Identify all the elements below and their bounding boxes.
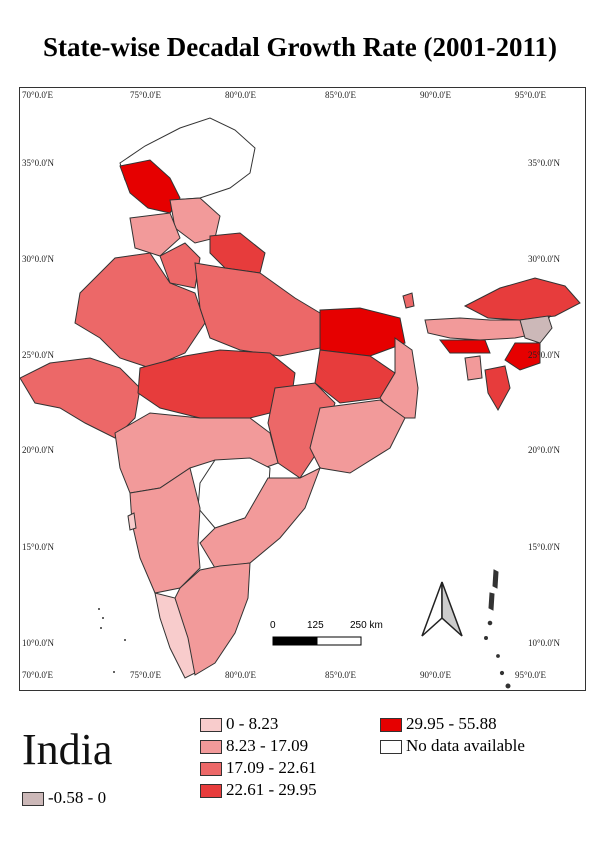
map-frame: 0 125 250 km 70°0.0'E 75°0.0'E 80°0.0'E … (19, 87, 586, 691)
legend-swatch (22, 792, 44, 807)
legend-label: No data available (406, 736, 525, 755)
region-bihar (319, 307, 406, 357)
lat-label-right-20: 20°0.0'N (528, 445, 560, 455)
legend-swatch (200, 784, 222, 799)
legend-item-29-55: 29.95 - 55.88 (380, 714, 497, 734)
lon-label-top-80: 80°0.0'E (225, 90, 256, 100)
legend-swatch (380, 740, 402, 755)
lakshadweep-islands (98, 608, 126, 673)
region-tamil-nadu (174, 562, 251, 676)
lon-label-bottom-70: 70°0.0'E (22, 670, 53, 680)
legend-swatch (200, 740, 222, 755)
region-nagaland (519, 315, 553, 344)
lat-label-left-25: 25°0.0'N (22, 350, 54, 360)
legend-label: 22.61 - 29.95 (226, 780, 317, 799)
map-title: State-wise Decadal Growth Rate (2001-201… (43, 32, 557, 62)
country-label: India (22, 725, 113, 774)
lat-label-right-25: 25°0.0'N (528, 350, 560, 360)
legend-item-22-29: 22.61 - 29.95 (200, 780, 317, 800)
region-karnataka (129, 467, 201, 594)
legend-swatch (200, 718, 222, 733)
region-chhattisgarh (267, 382, 336, 479)
legend-item-negative: -0.58 - 0 (22, 788, 106, 808)
lon-label-top-70: 70°0.0'E (22, 90, 53, 100)
lon-label-top-90: 90°0.0'E (420, 90, 451, 100)
region-rajasthan (74, 252, 206, 369)
lat-label-left-20: 20°0.0'N (22, 445, 54, 455)
legend-item-17-22: 17.09 - 22.61 (200, 758, 317, 778)
legend-item-0-8: 0 - 8.23 (200, 714, 278, 734)
lon-label-top-85: 85°0.0'E (325, 90, 356, 100)
legend-label: 0 - 8.23 (226, 714, 279, 733)
legend-swatch (380, 718, 402, 733)
region-gujarat (19, 357, 141, 439)
lat-label-right-15: 15°0.0'N (528, 542, 560, 552)
lon-label-bottom-80: 80°0.0'E (225, 670, 256, 680)
region-meghalaya (438, 339, 491, 354)
legend-label: 8.23 - 17.09 (226, 736, 309, 755)
lat-label-left-15: 15°0.0'N (22, 542, 54, 552)
india-map: 0 125 250 km (19, 117, 581, 689)
lat-label-right-10: 10°0.0'N (528, 638, 560, 648)
region-punjab (129, 212, 181, 257)
region-uttar-pradesh (194, 262, 321, 357)
lon-label-bottom-75: 75°0.0'E (130, 670, 161, 680)
region-sikkim (402, 292, 415, 309)
lat-label-right-35: 35°0.0'N (528, 158, 560, 168)
region-manipur (504, 342, 541, 371)
region-odisha (309, 399, 406, 474)
legend-item-8-17: 8.23 - 17.09 (200, 736, 308, 756)
legend-item-no-data: No data available (380, 736, 525, 756)
lat-label-left-10: 10°0.0'N (22, 638, 54, 648)
legend-swatch (200, 762, 222, 777)
lon-label-top-75: 75°0.0'E (130, 90, 161, 100)
scale-bar (272, 636, 362, 646)
region-goa (127, 512, 137, 531)
lon-label-bottom-85: 85°0.0'E (325, 670, 356, 680)
andaman-islands (484, 569, 511, 689)
scale-label-250: 250 km (350, 620, 383, 631)
region-arunachal (463, 277, 581, 321)
scale-label-0: 0 (270, 620, 276, 631)
region-tripura (464, 355, 483, 381)
lon-label-bottom-95: 95°0.0'E (515, 670, 546, 680)
lon-label-bottom-90: 90°0.0'E (420, 670, 451, 680)
scale-label-125: 125 (307, 620, 324, 631)
legend-label: -0.58 - 0 (48, 788, 107, 807)
lat-label-left-35: 35°0.0'N (22, 158, 54, 168)
lat-label-right-30: 30°0.0'N (528, 254, 560, 264)
legend-label: 29.95 - 55.88 (406, 714, 497, 733)
north-arrow-icon (421, 581, 463, 637)
lat-label-left-30: 30°0.0'N (22, 254, 54, 264)
lon-label-top-95: 95°0.0'E (515, 90, 546, 100)
region-mizoram (484, 365, 511, 412)
legend-label: 17.09 - 22.61 (226, 758, 317, 777)
